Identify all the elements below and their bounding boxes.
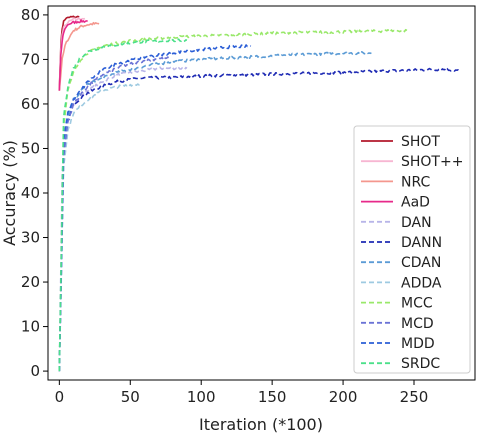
x-tick-label: 200 <box>329 388 358 406</box>
series-line-dan <box>58 66 188 372</box>
legend-box <box>353 125 471 374</box>
legend: SHOT SHOT++ NRC AaD DAN DANN CDAN ADDA MCC MCD MDD… <box>353 125 471 374</box>
series-line-nrc <box>58 21 100 91</box>
legend-label: SHOT <box>401 134 440 150</box>
legend-label: MCD <box>401 316 434 332</box>
legend-label: SHOT++ <box>401 154 463 170</box>
y-tick-label: 10 <box>21 318 40 336</box>
y-axis-label: Accuracy (%) <box>0 140 19 246</box>
series-line-mcd <box>58 56 171 372</box>
legend-label: MCC <box>401 296 433 312</box>
x-tick-label: 100 <box>187 388 216 406</box>
series-line-adda <box>58 83 141 372</box>
y-tick-label: 60 <box>21 95 40 113</box>
series-line-srdc <box>58 38 188 372</box>
y-tick-label: 40 <box>21 184 40 202</box>
y-tick-label: 80 <box>21 6 40 24</box>
legend-label: DANN <box>401 235 442 251</box>
legend-entries: SHOT SHOT++ NRC AaD DAN DANN CDAN ADDA MCC MCD MDD… <box>361 134 463 372</box>
y-tick-label: 70 <box>21 50 40 68</box>
x-axis-label: Iteration (*100) <box>199 415 323 434</box>
series-line-aad <box>58 19 88 91</box>
legend-label: DAN <box>401 215 432 231</box>
x-tick-label: 50 <box>121 388 140 406</box>
x-axis-ticks: 0 50 100 150 200 250 <box>55 380 429 406</box>
series-line-mdd <box>58 44 252 372</box>
y-axis-ticks: 0 10 20 30 40 50 60 70 80 <box>21 6 48 380</box>
series-lines <box>58 15 460 372</box>
y-tick-label: 50 <box>21 139 40 157</box>
legend-label: ADDA <box>401 275 442 291</box>
legend-label: AaD <box>401 195 430 211</box>
legend-label: MDD <box>401 336 435 352</box>
x-tick-label: 0 <box>55 388 65 406</box>
legend-label: NRC <box>401 174 431 190</box>
x-tick-label: 150 <box>258 388 287 406</box>
legend-label: SRDC <box>401 356 440 372</box>
y-tick-label: 30 <box>21 229 40 247</box>
legend-label: CDAN <box>401 255 441 271</box>
series-line-dann <box>58 67 460 372</box>
series-line-mcc <box>58 28 408 372</box>
y-tick-label: 0 <box>30 362 40 380</box>
x-tick-label: 250 <box>400 388 429 406</box>
series-line-cdan <box>58 50 372 372</box>
y-tick-label: 20 <box>21 273 40 291</box>
